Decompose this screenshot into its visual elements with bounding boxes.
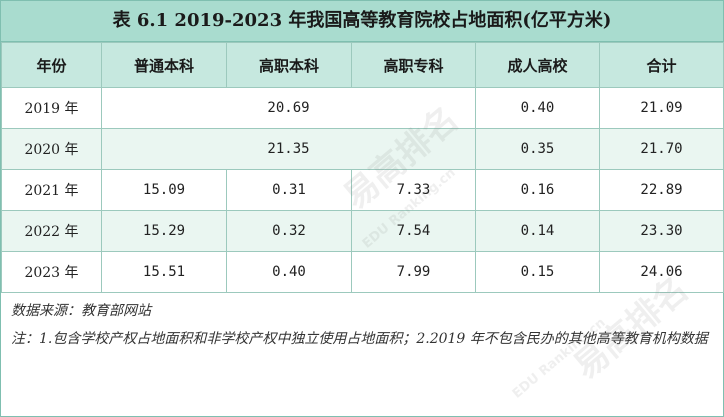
cell-total: 23.30 — [599, 210, 724, 252]
cell-year: 2020 年 — [1, 128, 102, 170]
source-note: 数据来源：教育部网站 — [11, 303, 151, 319]
table-header-row: 年份 普通本科 高职本科 高职专科 成人高校 合计 — [1, 42, 724, 88]
header-adult: 成人高校 — [475, 42, 600, 88]
cell-voc-bachelor: 0.32 — [226, 210, 352, 252]
cell-year: 2022 年 — [1, 210, 102, 252]
cell-voc-bachelor: 0.40 — [226, 251, 352, 293]
cell-undergrad: 15.51 — [101, 251, 227, 293]
cell-total: 21.09 — [599, 87, 724, 129]
cell-voc-college: 7.54 — [351, 210, 476, 252]
header-undergrad: 普通本科 — [101, 42, 227, 88]
table-row: 2021 年 15.09 0.31 7.33 0.16 22.89 — [1, 169, 724, 211]
cell-total: 21.70 — [599, 128, 724, 170]
header-voc-college: 高职专科 — [351, 42, 476, 88]
cell-total: 24.06 — [599, 251, 724, 293]
cell-voc-college: 7.99 — [351, 251, 476, 293]
cell-year: 2023 年 — [1, 251, 102, 293]
cell-undergrad: 15.09 — [101, 169, 227, 211]
table-notes: 数据来源：教育部网站 注：1.包含学校产权占地面积和非学校产权中独立使用占地面积… — [1, 293, 723, 353]
cell-undergrad: 15.29 — [101, 210, 227, 252]
cell-adult: 0.16 — [475, 169, 600, 211]
header-year: 年份 — [1, 42, 102, 88]
cell-voc-bachelor: 0.31 — [226, 169, 352, 211]
table-row: 2020 年 21.35 0.35 21.70 — [1, 128, 724, 170]
cell-year: 2021 年 — [1, 169, 102, 211]
cell-year: 2019 年 — [1, 87, 102, 129]
cell-adult: 0.14 — [475, 210, 600, 252]
header-total: 合计 — [599, 42, 724, 88]
header-voc-bachelor: 高职本科 — [226, 42, 352, 88]
footnote: 注：1.包含学校产权占地面积和非学校产权中独立使用占地面积；2.2019 年不包… — [11, 331, 708, 347]
cell-adult: 0.40 — [475, 87, 600, 129]
cell-adult: 0.15 — [475, 251, 600, 293]
cell-merged-value: 20.69 — [101, 87, 476, 129]
table-title: 表 6.1 2019-2023 年我国高等教育院校占地面积(亿平方米) — [1, 1, 723, 42]
table-row: 2022 年 15.29 0.32 7.54 0.14 23.30 — [1, 210, 724, 252]
table-row: 2019 年 20.69 0.40 21.09 — [1, 87, 724, 129]
cell-adult: 0.35 — [475, 128, 600, 170]
data-table: 年份 普通本科 高职本科 高职专科 成人高校 合计 2019 年 20.69 0… — [1, 42, 724, 293]
cell-voc-college: 7.33 — [351, 169, 476, 211]
cell-total: 22.89 — [599, 169, 724, 211]
cell-merged-value: 21.35 — [101, 128, 476, 170]
table-row: 2023 年 15.51 0.40 7.99 0.15 24.06 — [1, 251, 724, 293]
